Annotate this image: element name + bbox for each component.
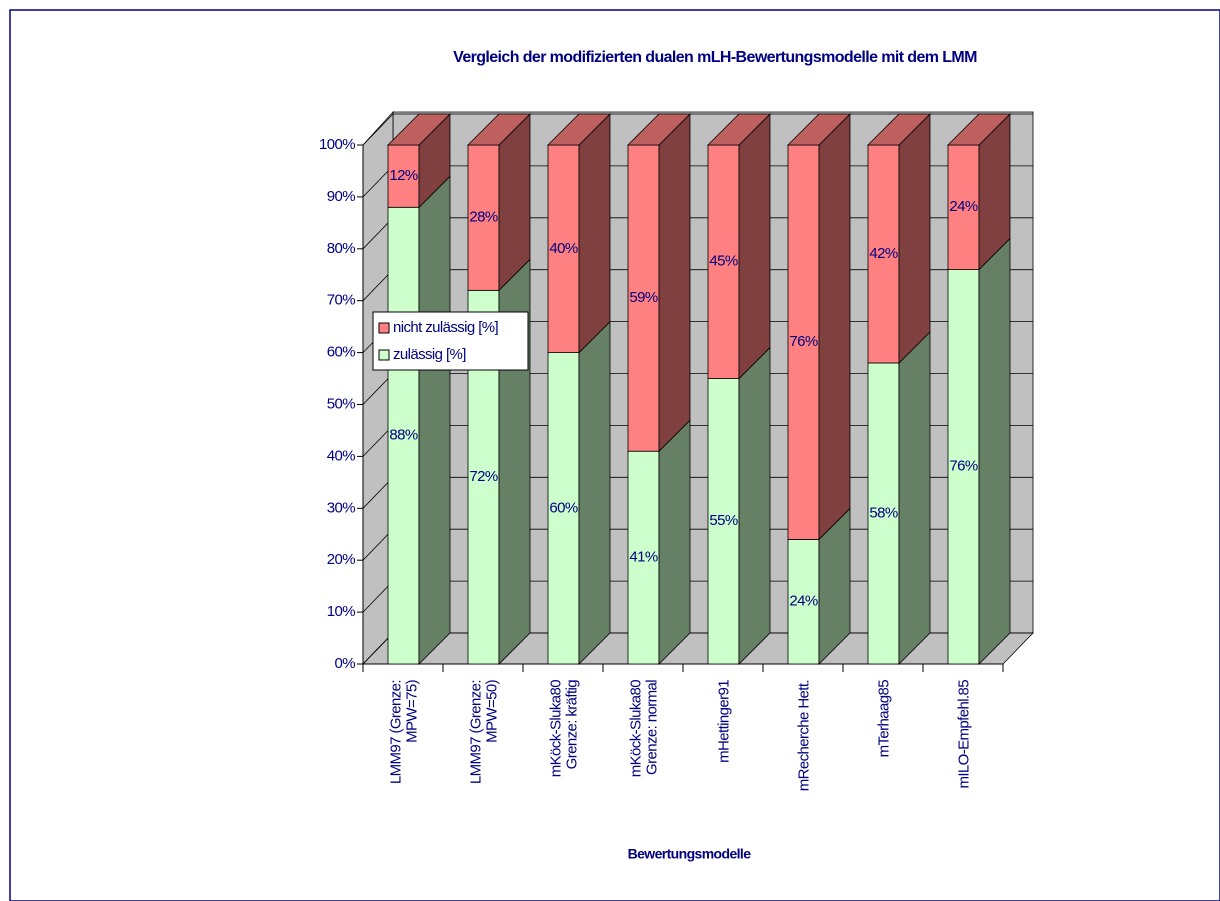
x-tick-label: mTerhaag85 bbox=[875, 680, 892, 758]
chart-title: Vergleich der modifizierten dualen mLH-B… bbox=[453, 49, 977, 66]
x-tick-label: mHettinger91 bbox=[715, 680, 732, 763]
bar-segment bbox=[467, 144, 500, 291]
bar-segment bbox=[707, 378, 740, 665]
bar-top bbox=[707, 113, 771, 146]
data-label: 59% bbox=[629, 289, 657, 306]
floor bbox=[362, 632, 1034, 665]
category-separators bbox=[362, 664, 1004, 672]
data-label: 24% bbox=[949, 198, 977, 215]
bar-top bbox=[627, 113, 691, 146]
bar-top bbox=[947, 113, 1011, 146]
y-tick-label: 80% bbox=[327, 240, 355, 257]
grid-line bbox=[362, 113, 394, 146]
bar-segment bbox=[387, 206, 420, 665]
bar-segment bbox=[547, 144, 580, 354]
data-label: 76% bbox=[789, 333, 817, 350]
bar-segment bbox=[547, 352, 580, 665]
bar-side bbox=[578, 113, 611, 354]
bar-segment bbox=[947, 144, 980, 270]
bar-side bbox=[818, 113, 851, 541]
legend-box bbox=[372, 311, 529, 371]
legend-label: nicht zulässig [%] bbox=[393, 319, 499, 336]
data-label: 55% bbox=[709, 512, 737, 529]
bar-side bbox=[738, 346, 771, 665]
bar-side bbox=[658, 113, 691, 453]
y-tick-label: 60% bbox=[327, 344, 355, 361]
x-tick-label: LMM97 (Grenze:MPW=50) bbox=[467, 679, 500, 784]
x-tick-label: mRecherche Hett. bbox=[795, 680, 812, 791]
y-tick-label: 0% bbox=[335, 655, 356, 672]
bar-side bbox=[658, 419, 691, 665]
bar-side bbox=[898, 331, 931, 665]
bar-segment bbox=[787, 539, 820, 665]
bar-top bbox=[467, 113, 531, 146]
y-tick-label: 70% bbox=[327, 292, 355, 309]
y-tick-label: 50% bbox=[327, 395, 355, 412]
x-tick-label: mILO-Empfehl.85 bbox=[955, 680, 972, 789]
legend-label: zulässig [%] bbox=[393, 346, 466, 363]
data-label: 42% bbox=[869, 245, 897, 262]
y-tick-label: 90% bbox=[327, 188, 355, 205]
y-tick-label: 100% bbox=[319, 136, 355, 153]
data-label: 12% bbox=[389, 167, 417, 184]
data-label: 76% bbox=[949, 458, 977, 475]
data-label: 60% bbox=[549, 499, 577, 516]
data-label: 24% bbox=[789, 593, 817, 610]
data-label: 45% bbox=[709, 253, 737, 270]
y-tick-label: 20% bbox=[327, 551, 355, 568]
bar-side bbox=[578, 320, 611, 665]
y-tick-label: 40% bbox=[327, 447, 355, 464]
data-label: 41% bbox=[629, 549, 657, 566]
data-label: 28% bbox=[469, 209, 497, 226]
x-tick-label: LMM97 (Grenze:MPW=75) bbox=[387, 679, 420, 784]
bar-top bbox=[787, 113, 851, 146]
legend-swatch bbox=[378, 322, 390, 334]
legend-swatch bbox=[378, 349, 390, 361]
bar-segment bbox=[387, 144, 420, 208]
data-label: 58% bbox=[869, 504, 897, 521]
data-label: 88% bbox=[389, 427, 417, 444]
bar-side bbox=[738, 113, 771, 380]
bar-top bbox=[387, 113, 451, 146]
bar-side bbox=[898, 113, 931, 364]
x-tick-label: mKöck-Sluka80Grenze: normal bbox=[627, 680, 660, 778]
y-tick-label: 10% bbox=[327, 603, 355, 620]
bar-segment bbox=[707, 144, 740, 379]
bar-segment bbox=[627, 144, 660, 452]
bar-top bbox=[867, 113, 931, 146]
x-axis-title: Bewertungsmodelle bbox=[628, 846, 752, 862]
data-label: 40% bbox=[549, 240, 577, 257]
data-label: 72% bbox=[469, 468, 497, 485]
y-tick-label: 30% bbox=[327, 499, 355, 516]
bar-side bbox=[978, 237, 1011, 665]
bar-top bbox=[547, 113, 611, 146]
bar-side bbox=[418, 175, 451, 665]
x-tick-label: mKöck-Sluka80Grenze: kräftig bbox=[547, 680, 580, 778]
